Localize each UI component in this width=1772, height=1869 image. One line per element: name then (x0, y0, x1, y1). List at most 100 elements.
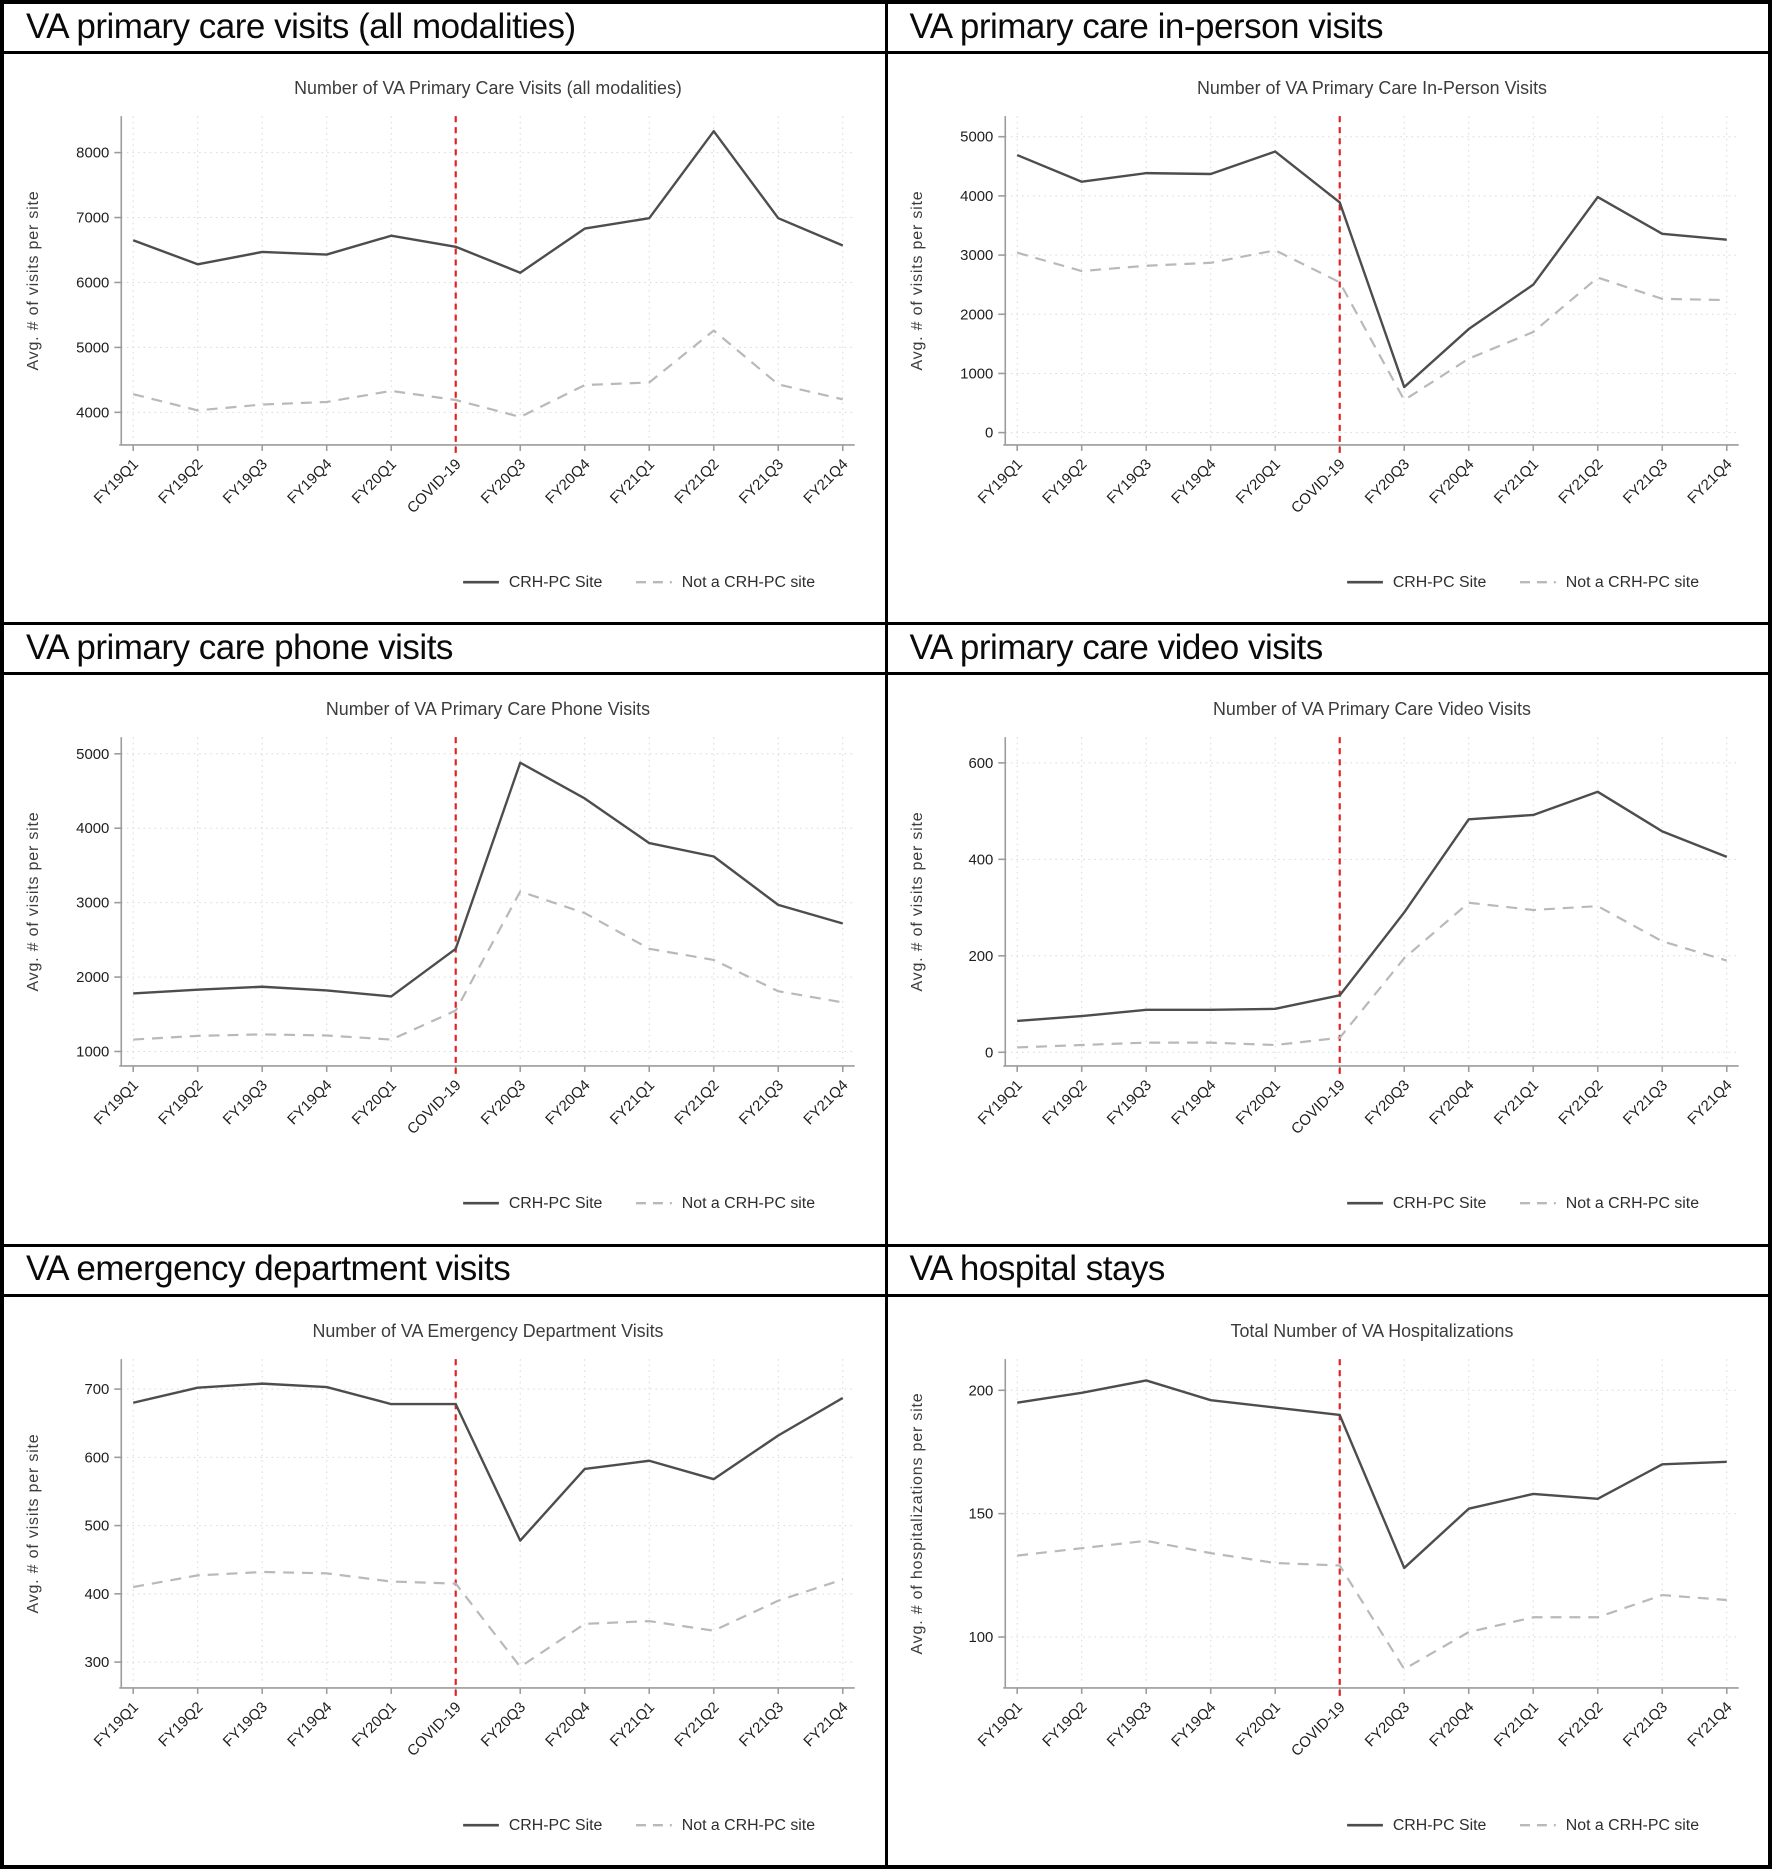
svg-text:FY21Q4: FY21Q4 (800, 1698, 851, 1750)
x-axis-tick-labels: FY19Q1 FY19Q2 FY19Q3 FY19Q4 FY20Q1 COVID-19 FY… (974, 1698, 1735, 1759)
svg-text:1000: 1000 (960, 365, 993, 382)
svg-text:FY21Q1: FY21Q1 (607, 1077, 658, 1129)
svg-text:FY21Q1: FY21Q1 (607, 456, 658, 508)
svg-text:5000: 5000 (76, 339, 109, 356)
series-not-crh-pc-line (1016, 249, 1727, 402)
svg-text:300: 300 (84, 1654, 109, 1671)
svg-text:FY21Q2: FY21Q2 (1555, 1077, 1606, 1129)
svg-text:FY19Q3: FY19Q3 (1103, 456, 1154, 508)
series-not-crh-pc-line (1016, 1539, 1727, 1670)
svg-text:FY19Q3: FY19Q3 (220, 1698, 271, 1750)
chart-title: Number of VA Emergency Department Visits (312, 1321, 663, 1341)
gridlines (121, 116, 855, 441)
svg-text:FY19Q3: FY19Q3 (1103, 1698, 1154, 1750)
svg-text:FY19Q4: FY19Q4 (1168, 1698, 1219, 1750)
svg-text:COVID-19: COVID-19 (1287, 1077, 1348, 1138)
svg-text:FY19Q2: FY19Q2 (155, 1077, 206, 1129)
svg-text:FY21Q1: FY21Q1 (1490, 1077, 1541, 1129)
svg-text:FY19Q4: FY19Q4 (1168, 1077, 1219, 1129)
legend: CRH-PC Site Not a CRH-PC site (463, 1817, 815, 1834)
svg-text:FY21Q3: FY21Q3 (1619, 1077, 1670, 1129)
chart-svg: 1000 2000 3000 4000 5000 FY19Q1 FY19Q2 FY19Q3 FY… (25, 699, 855, 1213)
gridlines (1004, 116, 1739, 441)
x-axis-tick-labels: FY19Q1 FY19Q2 FY19Q3 FY19Q4 FY20Q1 COVID-19 FY… (974, 1077, 1735, 1138)
chart-svg: 300 400 500 600 700 FY19Q1 FY19Q2 FY19Q3 FY19Q4 F… (25, 1321, 855, 1834)
svg-text:FY19Q2: FY19Q2 (1039, 1698, 1090, 1750)
legend-label-crh: CRH-PC Site (509, 574, 603, 591)
line-chart-pc-in-person: 0 1000 2000 3000 4000 5000 FY19Q1 FY19Q2 FY19Q3 F… (888, 54, 1769, 622)
svg-text:FY19Q2: FY19Q2 (1039, 1077, 1090, 1129)
svg-text:3000: 3000 (76, 895, 109, 912)
legend: CRH-PC Site Not a CRH-PC site (1346, 574, 1699, 591)
svg-text:COVID-19: COVID-19 (1287, 1698, 1348, 1759)
svg-text:FY19Q1: FY19Q1 (974, 456, 1025, 508)
svg-text:FY20Q4: FY20Q4 (1426, 1698, 1477, 1750)
legend-label-not-crh: Not a CRH-PC site (682, 574, 815, 591)
x-axis-tick-labels: FY19Q1 FY19Q2 FY19Q3 FY19Q4 FY20Q1 COVID-19 FY… (91, 1698, 852, 1759)
svg-text:4000: 4000 (76, 821, 109, 838)
svg-text:FY20Q3: FY20Q3 (1361, 1077, 1412, 1129)
svg-text:FY21Q3: FY21Q3 (736, 1698, 787, 1750)
svg-text:700: 700 (84, 1381, 109, 1398)
y-axis-label: Avg. # of visits per site (25, 1433, 42, 1613)
svg-text:FY21Q2: FY21Q2 (671, 456, 722, 508)
legend: CRH-PC Site Not a CRH-PC site (463, 574, 815, 591)
panel-header-label: VA primary care video visits (909, 627, 1324, 667)
y-axis-tick-labels: 4000 5000 6000 7000 8000 (76, 145, 109, 422)
svg-text:FY20Q3: FY20Q3 (478, 1698, 529, 1750)
series-not-crh-pc-line (133, 1570, 844, 1668)
svg-text:2000: 2000 (960, 306, 993, 323)
gridlines (121, 1358, 855, 1684)
series-crh-pc-line (132, 129, 844, 274)
legend-label-not-crh: Not a CRH-PC site (1565, 574, 1698, 591)
chart-svg: 0 1000 2000 3000 4000 5000 FY19Q1 FY19Q2 FY19Q3 F… (908, 78, 1739, 591)
svg-text:FY19Q2: FY19Q2 (155, 1698, 206, 1750)
svg-text:2000: 2000 (76, 969, 109, 986)
svg-text:FY20Q3: FY20Q3 (478, 1077, 529, 1129)
y-axis-label: Avg. # of visits per site (25, 191, 42, 371)
svg-text:FY21Q3: FY21Q3 (736, 1077, 787, 1129)
panel-emergency-dept: VA emergency department visits 300 400 500… (4, 1246, 885, 1865)
svg-text:FY19Q1: FY19Q1 (91, 1698, 142, 1750)
svg-text:7000: 7000 (76, 210, 109, 227)
line-chart-emergency-dept: 300 400 500 600 700 FY19Q1 FY19Q2 FY19Q3 FY19Q4 F… (4, 1297, 885, 1865)
svg-text:FY20Q1: FY20Q1 (1232, 456, 1283, 508)
chart-svg: 0 200 400 600 FY19Q1 FY19Q2 FY19Q3 FY19Q4 FY20Q1… (908, 699, 1739, 1213)
panel-pc-in-person: VA primary care in-person visits 0 1000 20… (887, 4, 1769, 623)
chart-title: Number of VA Primary Care In-Person Visi… (1196, 78, 1546, 98)
axes (114, 737, 855, 1073)
svg-text:FY21Q3: FY21Q3 (1619, 456, 1670, 508)
svg-text:FY20Q4: FY20Q4 (542, 1077, 593, 1129)
svg-text:FY19Q3: FY19Q3 (220, 456, 271, 508)
panel-header-label: VA primary care in-person visits (909, 6, 1384, 46)
axes (114, 1358, 855, 1694)
series-crh-pc-line (133, 761, 844, 998)
svg-text:FY21Q2: FY21Q2 (671, 1077, 722, 1129)
chart-svg: 4000 5000 6000 7000 8000 FY19Q1 FY19Q2 FY19Q3 FY… (25, 78, 855, 591)
svg-text:FY20Q3: FY20Q3 (1361, 456, 1412, 508)
svg-text:200: 200 (968, 1382, 993, 1399)
svg-text:FY21Q1: FY21Q1 (1490, 456, 1541, 508)
y-axis-tick-labels: 1000 2000 3000 4000 5000 (76, 746, 109, 1061)
svg-text:FY19Q4: FY19Q4 (284, 456, 335, 508)
svg-text:FY19Q3: FY19Q3 (1103, 1077, 1154, 1129)
svg-text:FY20Q1: FY20Q1 (349, 1698, 400, 1750)
series-not-crh-pc-line (1016, 901, 1727, 1049)
legend: CRH-PC Site Not a CRH-PC site (1346, 1817, 1699, 1834)
svg-text:4000: 4000 (76, 404, 109, 421)
line-chart-hospital-stays: 100 150 200 FY19Q1 FY19Q2 FY19Q3 FY19Q4 FY20Q1 C… (888, 1297, 1769, 1865)
y-axis-tick-labels: 300 400 500 600 700 (84, 1381, 109, 1671)
svg-text:FY20Q1: FY20Q1 (1232, 1698, 1283, 1750)
svg-text:6000: 6000 (76, 274, 109, 291)
legend: CRH-PC Site Not a CRH-PC site (463, 1196, 815, 1213)
svg-text:8000: 8000 (76, 145, 109, 162)
svg-text:FY21Q2: FY21Q2 (671, 1698, 722, 1750)
axes (997, 1358, 1739, 1694)
svg-text:FY19Q4: FY19Q4 (284, 1077, 335, 1129)
series-crh-pc-line (1016, 1378, 1727, 1569)
svg-text:FY20Q1: FY20Q1 (349, 456, 400, 508)
gridlines (121, 737, 855, 1063)
series-crh-pc-line (1016, 790, 1727, 1023)
